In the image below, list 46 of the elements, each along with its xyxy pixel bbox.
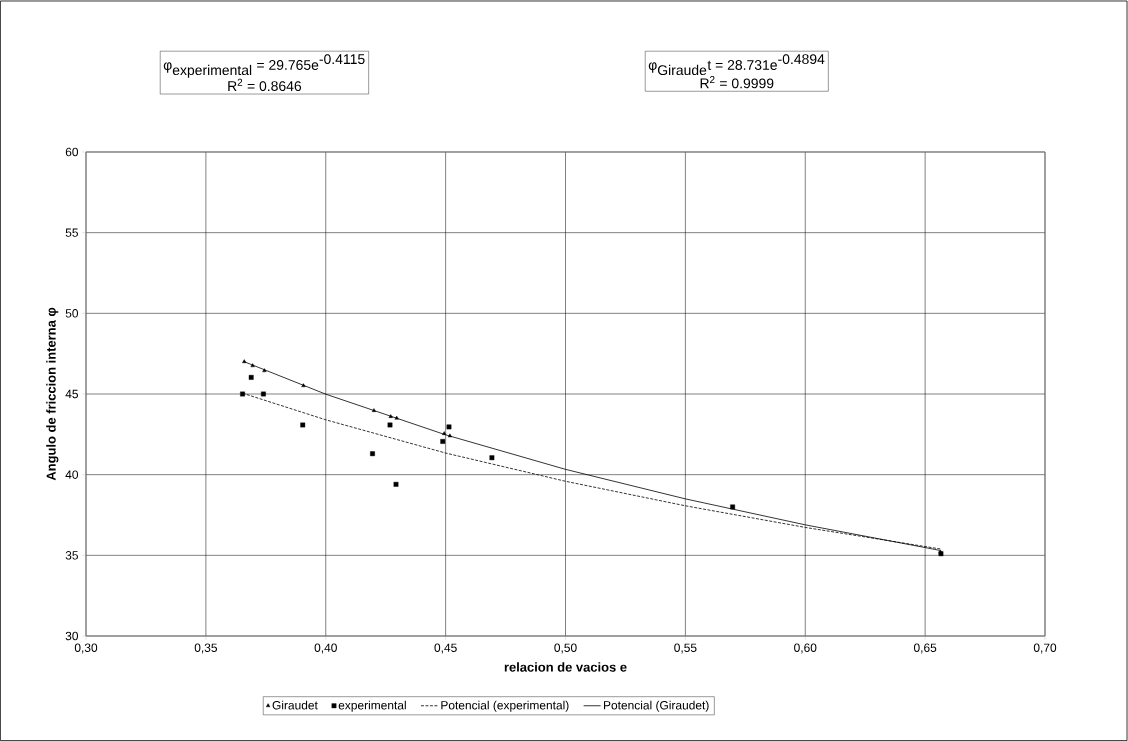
point [394,415,399,420]
point [447,433,453,438]
x-tick-label: 0,70 [1033,643,1057,654]
text: R$^{2}$ = 0.9999 [700,76,774,89]
legend-label: Potencial (Giraudet) [604,700,709,712]
x-axis-title: relacion de vacios e [504,662,627,672]
x-tick-label: 0,50 [554,643,577,654]
x-tick-label: 0,65 [913,643,937,654]
point [371,408,377,412]
point [440,439,446,444]
point [387,422,393,428]
point [250,363,255,368]
point [489,455,495,461]
point [442,431,447,435]
x-tick-label: 0,40 [314,643,337,654]
point [446,424,452,430]
legend-label: Giraudet [272,700,318,710]
point [242,359,247,364]
point [261,391,266,397]
y-tick-label: 35 [65,551,78,560]
text: $\mbox{φ}_{\mbox{experimental}}\mbox{ = 29.765e}^{\mbox{-0.4115}}$ [163,54,365,78]
x-tick-label: 0,55 [674,643,697,654]
y-tick-label: 55 [65,228,78,237]
point [262,368,267,373]
point [301,383,306,388]
text: $\mbox{φ}_{\mbox{Giraude}}\mbox{t = 28.731e}^{\mbox{-0.4894}}$ [648,54,825,76]
x-tick-label: 0,30 [74,643,98,654]
text: R$^{2}$ = 0.8646 [228,78,302,92]
x-tick-label: 0,35 [194,643,217,654]
point [248,374,254,380]
legend-label: experimental [338,700,406,712]
x-tick-label: 0,60 [794,643,817,654]
point [300,422,306,428]
point [393,481,399,487]
y-tick-label: 40 [65,470,79,479]
y-axis-title: Angulo de friccion interna φ [46,307,59,481]
y-tick-label: 50 [65,309,79,318]
y-tick-label: 45 [65,389,78,399]
y-tick-label: 60 [65,147,79,157]
x-tick-label: 0,45 [434,643,457,654]
y-tick-label: 30 [65,631,79,641]
legend-label: Potencial (experimental) [441,700,569,712]
point [730,504,735,510]
point [370,451,375,457]
point [388,414,393,418]
point [240,391,245,397]
